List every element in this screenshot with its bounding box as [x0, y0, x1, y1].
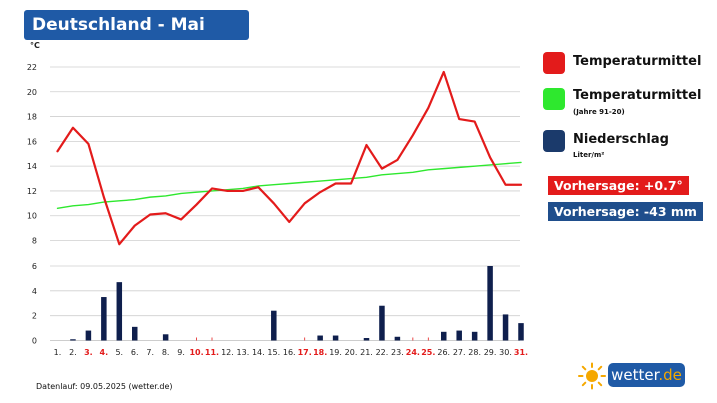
precip-bar	[101, 297, 107, 341]
x-tick-label: 23.	[391, 348, 404, 357]
precip-bar	[394, 336, 401, 341]
x-tick-label: 20.	[345, 348, 358, 357]
page-title: Deutschland - Mai	[24, 10, 249, 40]
precip-bar	[70, 339, 76, 341]
x-tick-label: 29.	[484, 348, 497, 357]
precip-bar	[363, 338, 370, 341]
y-tick-precip: 6	[32, 262, 37, 271]
series-line-temp-normal	[56, 161, 522, 209]
x-tick-label: 18.	[313, 348, 327, 357]
precip-bar	[441, 331, 447, 341]
x-tick-label: 24.	[406, 348, 420, 357]
legend-swatch-temp-normal	[543, 88, 565, 110]
y-tick-temp: 16	[27, 137, 37, 146]
x-tick-label: 16.	[283, 348, 296, 357]
precip-bar	[271, 310, 277, 341]
x-tick-label: 12.	[221, 348, 234, 357]
y-tick-precip: 2	[32, 312, 37, 321]
y-tick-temp: 18	[27, 113, 37, 122]
logo-text: wetter	[611, 366, 659, 384]
x-tick-label: 3.	[84, 348, 93, 357]
x-tick-label: 5.	[115, 348, 123, 357]
precip-bar	[471, 331, 478, 341]
x-tick-label: 30.	[499, 348, 512, 357]
legend-label-precip: Niederschlag	[573, 132, 669, 147]
forecast-precip-badge: Vorhersage: -43 mm	[548, 202, 703, 221]
wetter-logo[interactable]: wetter.de	[577, 360, 692, 392]
x-tick-label: 7.	[146, 348, 154, 357]
x-tick-label: 2.	[69, 348, 77, 357]
y-tick-precip: 0	[32, 337, 37, 346]
logo-wordmark: wetter.de	[608, 363, 685, 387]
x-tick-label: 14.	[252, 348, 265, 357]
unit-label: °C	[30, 41, 40, 50]
x-tick-label: 15.	[267, 348, 280, 357]
legend-label-temp-mean: Temperaturmittel	[573, 54, 702, 69]
footer-data-run: Datenlauf: 09.05.2025 (wetter.de)	[36, 382, 173, 391]
x-tick-label: 4.	[100, 348, 109, 357]
precip-bar	[132, 326, 138, 341]
y-tick-precip: 4	[32, 287, 37, 296]
x-tick-label: 21.	[360, 348, 373, 357]
x-tick-label: 27.	[453, 348, 466, 357]
precip-bar	[85, 330, 92, 341]
precip-bar	[162, 334, 169, 341]
legend-sublabel-temp-normal: (Jahre 91-20)	[573, 108, 625, 116]
precip-bar	[502, 314, 509, 341]
logo-text-dot: .de	[658, 366, 682, 384]
x-tick-label: 9.	[177, 348, 185, 357]
y-tick-temp: 14	[27, 162, 37, 171]
x-tick-label: 10.	[189, 348, 203, 357]
precip-bar	[317, 335, 323, 341]
forecast-temp-badge: Vorhersage: +0.7°	[548, 176, 689, 195]
x-tick-label: 13.	[237, 348, 250, 357]
precip-bar	[487, 266, 493, 341]
legend-sublabel-precip: Liter/m²	[573, 151, 605, 159]
x-tick-label: 6.	[131, 348, 139, 357]
precip-bar	[116, 282, 123, 341]
precip-bar	[379, 305, 385, 341]
sun-icon	[578, 362, 606, 390]
legend-swatch-precip	[543, 130, 565, 152]
x-tick-label: 11.	[205, 348, 219, 357]
y-tick-temp: 12	[27, 187, 37, 196]
precip-bar	[518, 323, 524, 341]
x-tick-label: 28.	[468, 348, 481, 357]
x-tick-label: 22.	[376, 348, 389, 357]
x-tick-label: 25.	[421, 348, 435, 357]
precip-bar	[456, 330, 462, 341]
y-tick-temp: 20	[27, 88, 37, 97]
precip-bar	[332, 335, 339, 341]
legend-swatch-temp-mean	[543, 52, 565, 74]
x-tick-label: 26.	[437, 348, 450, 357]
legend-label-temp-normal: Temperaturmittel	[573, 88, 702, 103]
series-line-temp-mean	[56, 70, 523, 246]
y-tick-temp: 8	[32, 237, 37, 246]
y-tick-temp: 10	[27, 212, 37, 221]
x-tick-label: 19.	[329, 348, 342, 357]
x-tick-label: 1.	[54, 348, 62, 357]
x-tick-label: 8.	[162, 348, 170, 357]
x-tick-label: 17.	[298, 348, 312, 357]
x-tick-label: 31.	[514, 348, 528, 357]
y-tick-temp: 22	[27, 63, 37, 72]
